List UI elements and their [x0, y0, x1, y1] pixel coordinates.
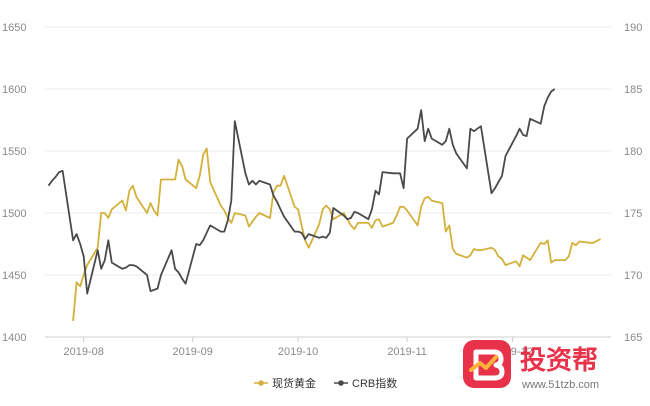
- legend-marker-crb: [338, 380, 344, 386]
- legend-item-crb: CRB指数: [334, 376, 397, 390]
- x-tick-label: 2019-08: [63, 346, 103, 358]
- y-left-tick-label: 1650: [2, 22, 26, 34]
- y-left-tick-label: 1500: [2, 208, 26, 220]
- watermark-brand: 投资帮: [520, 346, 598, 376]
- y-left-tick-label: 1550: [2, 146, 26, 158]
- legend-item-gold: 现货黄金: [254, 376, 316, 390]
- x-tick-label: 2019-11: [387, 346, 427, 358]
- x-axis: 2019-08 2019-09 2019-10 2019-11 2019-12: [63, 337, 533, 358]
- y-left-tick-label: 1450: [2, 270, 26, 282]
- y-right-tick-label: 180: [624, 146, 642, 158]
- brand-logo-icon: [463, 340, 511, 388]
- x-tick-label: 2019-09: [172, 346, 212, 358]
- y-left-tick-label: 1400: [2, 332, 26, 344]
- watermark-url: www.51tzb.com: [521, 379, 599, 391]
- series-line-1: [47, 88, 556, 295]
- y-right-tick-label: 165: [624, 332, 642, 344]
- y-right-tick-label: 190: [624, 22, 642, 34]
- y-right-tick-label: 175: [624, 208, 642, 220]
- legend-label-crb: CRB指数: [352, 376, 397, 390]
- y-right-tick-label: 185: [624, 84, 642, 96]
- x-tick-label: 2019-10: [278, 346, 318, 358]
- series-line-0: [72, 147, 601, 321]
- legend-marker-gold: [258, 380, 264, 386]
- watermark: 投资帮 www.51tzb.com: [463, 340, 599, 391]
- y-left-tick-label: 1600: [2, 84, 26, 96]
- legend: 现货黄金 CRB指数: [254, 376, 397, 390]
- y-axis-left: 1400 1450 1500 1550 1600 1650: [2, 22, 26, 344]
- y-axis-right: 165 170 175 180 185 190: [624, 22, 642, 344]
- y-right-tick-label: 170: [624, 270, 642, 282]
- series-lines: [47, 88, 601, 321]
- legend-label-gold: 现货黄金: [272, 376, 316, 390]
- gridlines: [45, 26, 611, 276]
